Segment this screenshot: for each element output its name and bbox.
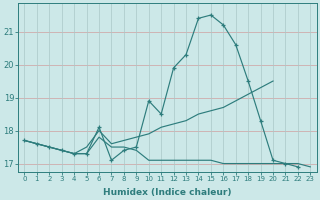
X-axis label: Humidex (Indice chaleur): Humidex (Indice chaleur) [103, 188, 232, 197]
